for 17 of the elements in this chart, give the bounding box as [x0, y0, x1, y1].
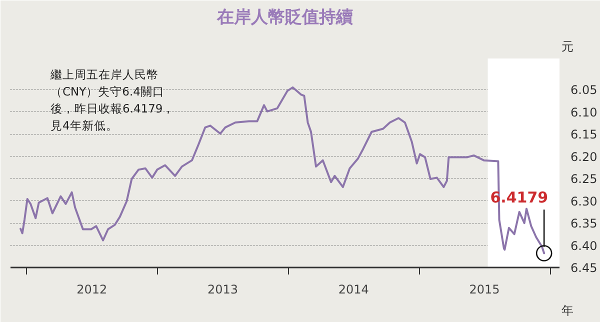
y-tick-label: 6.05 [570, 83, 598, 98]
chart-title: 在岸人幣貶值持續 [216, 8, 353, 28]
y-tick-label: 6.35 [570, 216, 598, 231]
y-tick-label: 6.25 [570, 172, 598, 186]
y-tick-label: 6.40 [570, 238, 598, 253]
x-tick-label: 2012 [76, 282, 108, 296]
x-tick-label: 2015 [469, 282, 500, 296]
y-tick-label: 6.20 [570, 150, 598, 164]
y-tick-label: 6.10 [570, 105, 598, 120]
x-tick-label: 2014 [338, 282, 369, 296]
annotation: 繼上周五在岸人民幣（CNY）失守6.4關口後，昨日收報6.4179，見4年新低。 [50, 68, 175, 132]
y-axis-title: 元 [562, 40, 574, 54]
y-tick-label: 6.30 [570, 194, 598, 208]
x-tick-label: 2013 [208, 282, 238, 296]
x-axis-title: 年 [562, 304, 574, 318]
y-tick-label: 6.45 [570, 261, 598, 275]
y-tick-label: 6.15 [570, 128, 598, 142]
